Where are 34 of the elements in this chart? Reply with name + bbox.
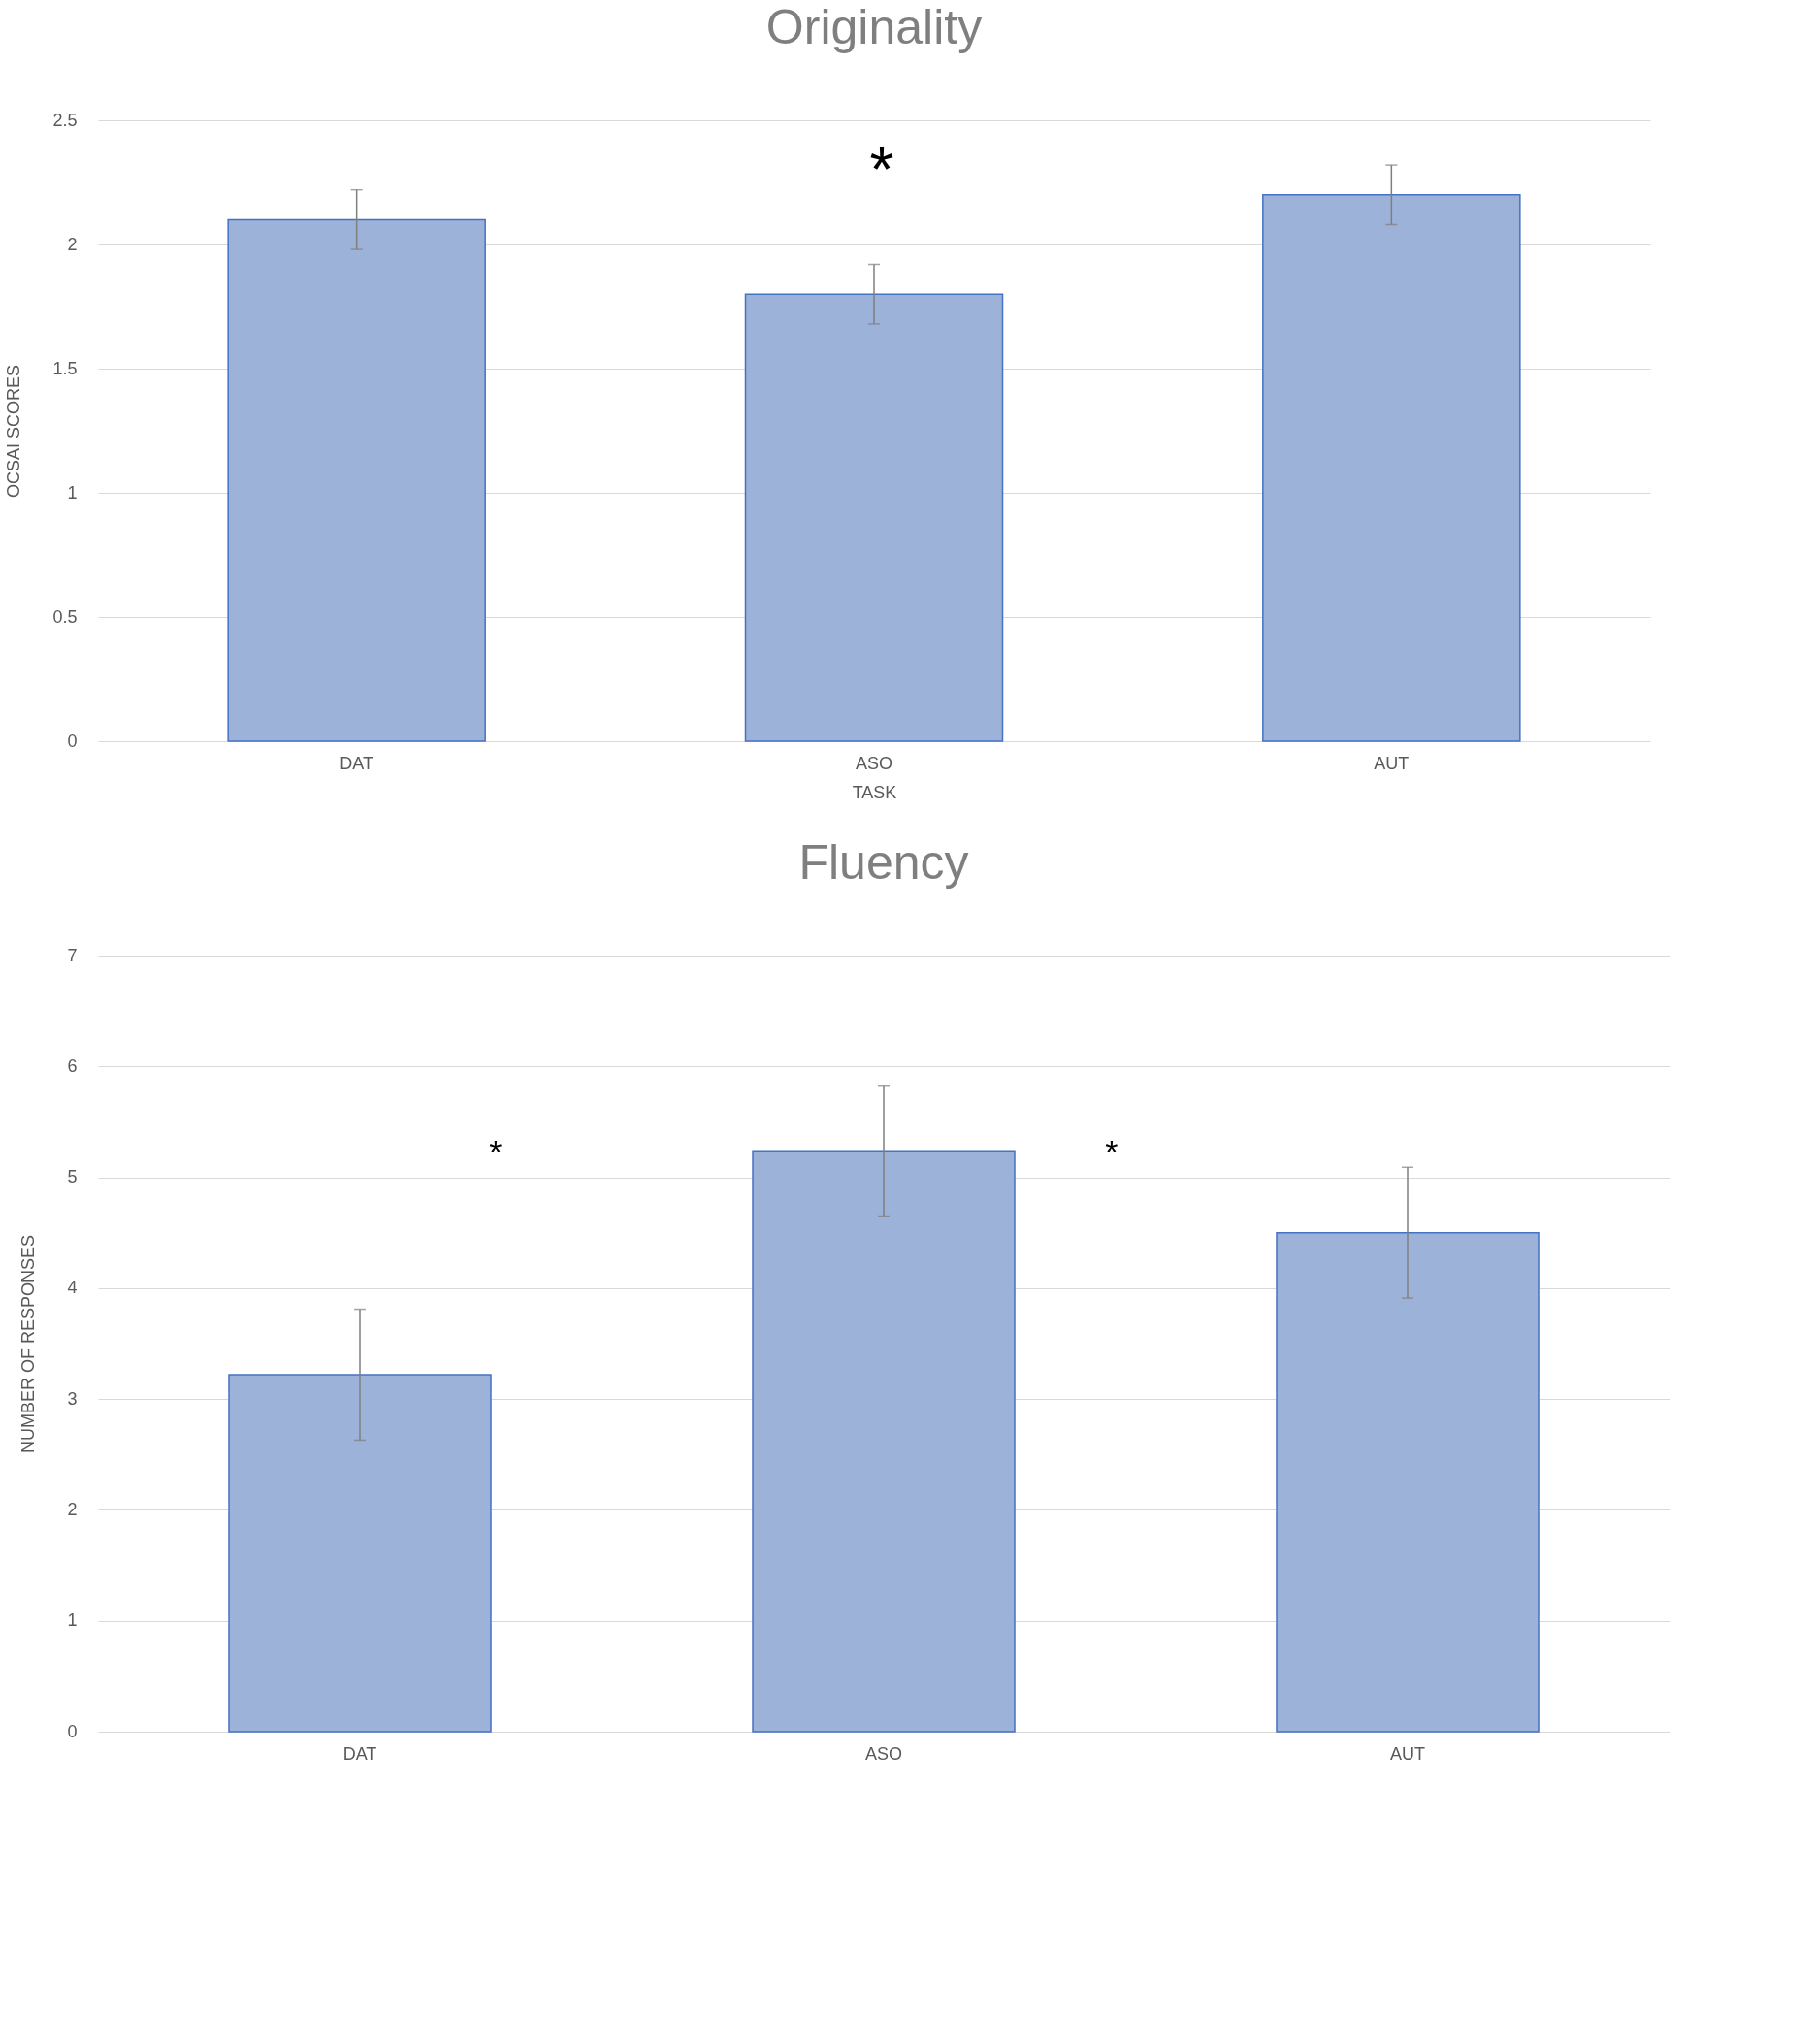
y-axis-title: NUMBER OF RESPONSES [18,1234,39,1454]
annotation: * [1105,1133,1119,1170]
y-tick-label: 0 [67,1721,78,1741]
x-axis-title: TASK [852,782,897,802]
y-tick-label: 2 [67,1499,78,1519]
x-tick-label: DAT [342,1743,377,1764]
x-tick-label: DAT [340,753,373,773]
y-tick-label: 2 [67,234,78,254]
annotation: * [489,1133,503,1170]
bar [744,293,1004,742]
x-tick-label: AUT [1390,1743,1425,1764]
chart-title: Fluency [798,835,969,890]
y-tick-label: 0.5 [52,606,78,627]
x-tick-label: AUT [1374,753,1410,773]
x-tick-label: ASO [864,1743,903,1764]
bar [1276,1231,1540,1733]
y-axis-title: OCSAI SCORES [4,364,24,499]
y-tick-label: 1 [67,1610,78,1631]
y-tick-label: 1.5 [52,358,78,378]
chart-title: Originality [765,0,983,54]
y-tick-label: 4 [67,1278,78,1298]
bar [228,1374,492,1733]
x-tick-label: ASO [855,753,893,773]
y-tick-label: 6 [67,1055,78,1076]
y-tick-label: 2.5 [52,110,78,130]
bar [752,1150,1016,1733]
y-tick-label: 1 [67,482,78,503]
y-tick-label: 5 [67,1167,78,1187]
bar [1262,194,1521,742]
y-tick-label: 0 [67,730,78,751]
bar [227,218,486,742]
annotation: * [869,135,894,206]
y-tick-label: 3 [67,1388,78,1409]
y-tick-label: 7 [67,945,78,965]
